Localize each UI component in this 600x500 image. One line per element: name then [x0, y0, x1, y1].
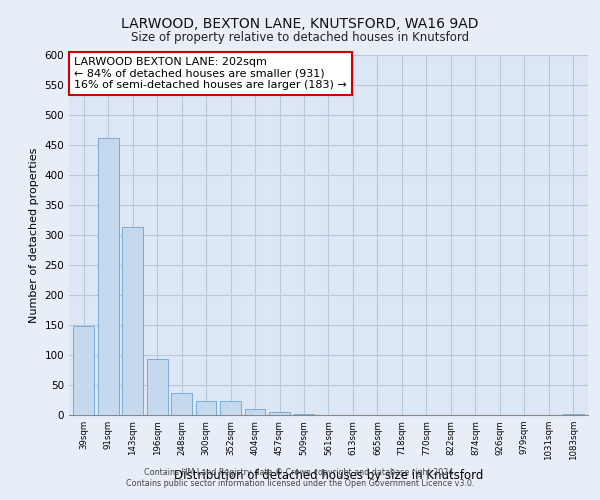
- Bar: [245, 409, 265, 415]
- Text: LARWOOD, BEXTON LANE, KNUTSFORD, WA16 9AD: LARWOOD, BEXTON LANE, KNUTSFORD, WA16 9A…: [121, 18, 479, 32]
- Bar: [196, 401, 217, 415]
- Bar: [269, 412, 290, 415]
- Bar: [171, 394, 192, 415]
- Text: Size of property relative to detached houses in Knutsford: Size of property relative to detached ho…: [131, 31, 469, 44]
- Bar: [98, 138, 119, 415]
- Bar: [293, 414, 314, 415]
- Bar: [220, 401, 241, 415]
- Y-axis label: Number of detached properties: Number of detached properties: [29, 148, 39, 322]
- Bar: [73, 326, 94, 415]
- Bar: [563, 414, 584, 415]
- Text: LARWOOD BEXTON LANE: 202sqm
← 84% of detached houses are smaller (931)
16% of se: LARWOOD BEXTON LANE: 202sqm ← 84% of det…: [74, 57, 347, 90]
- X-axis label: Distribution of detached houses by size in Knutsford: Distribution of detached houses by size …: [174, 468, 483, 481]
- Bar: [122, 227, 143, 415]
- Bar: [147, 358, 167, 415]
- Text: Contains HM Land Registry data © Crown copyright and database right 2024.
Contai: Contains HM Land Registry data © Crown c…: [126, 468, 474, 487]
